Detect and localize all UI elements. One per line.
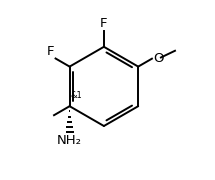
- Text: F: F: [47, 45, 55, 58]
- Text: &1: &1: [71, 91, 82, 100]
- Text: O: O: [153, 52, 163, 65]
- Text: F: F: [100, 17, 108, 30]
- Text: NH₂: NH₂: [57, 134, 82, 147]
